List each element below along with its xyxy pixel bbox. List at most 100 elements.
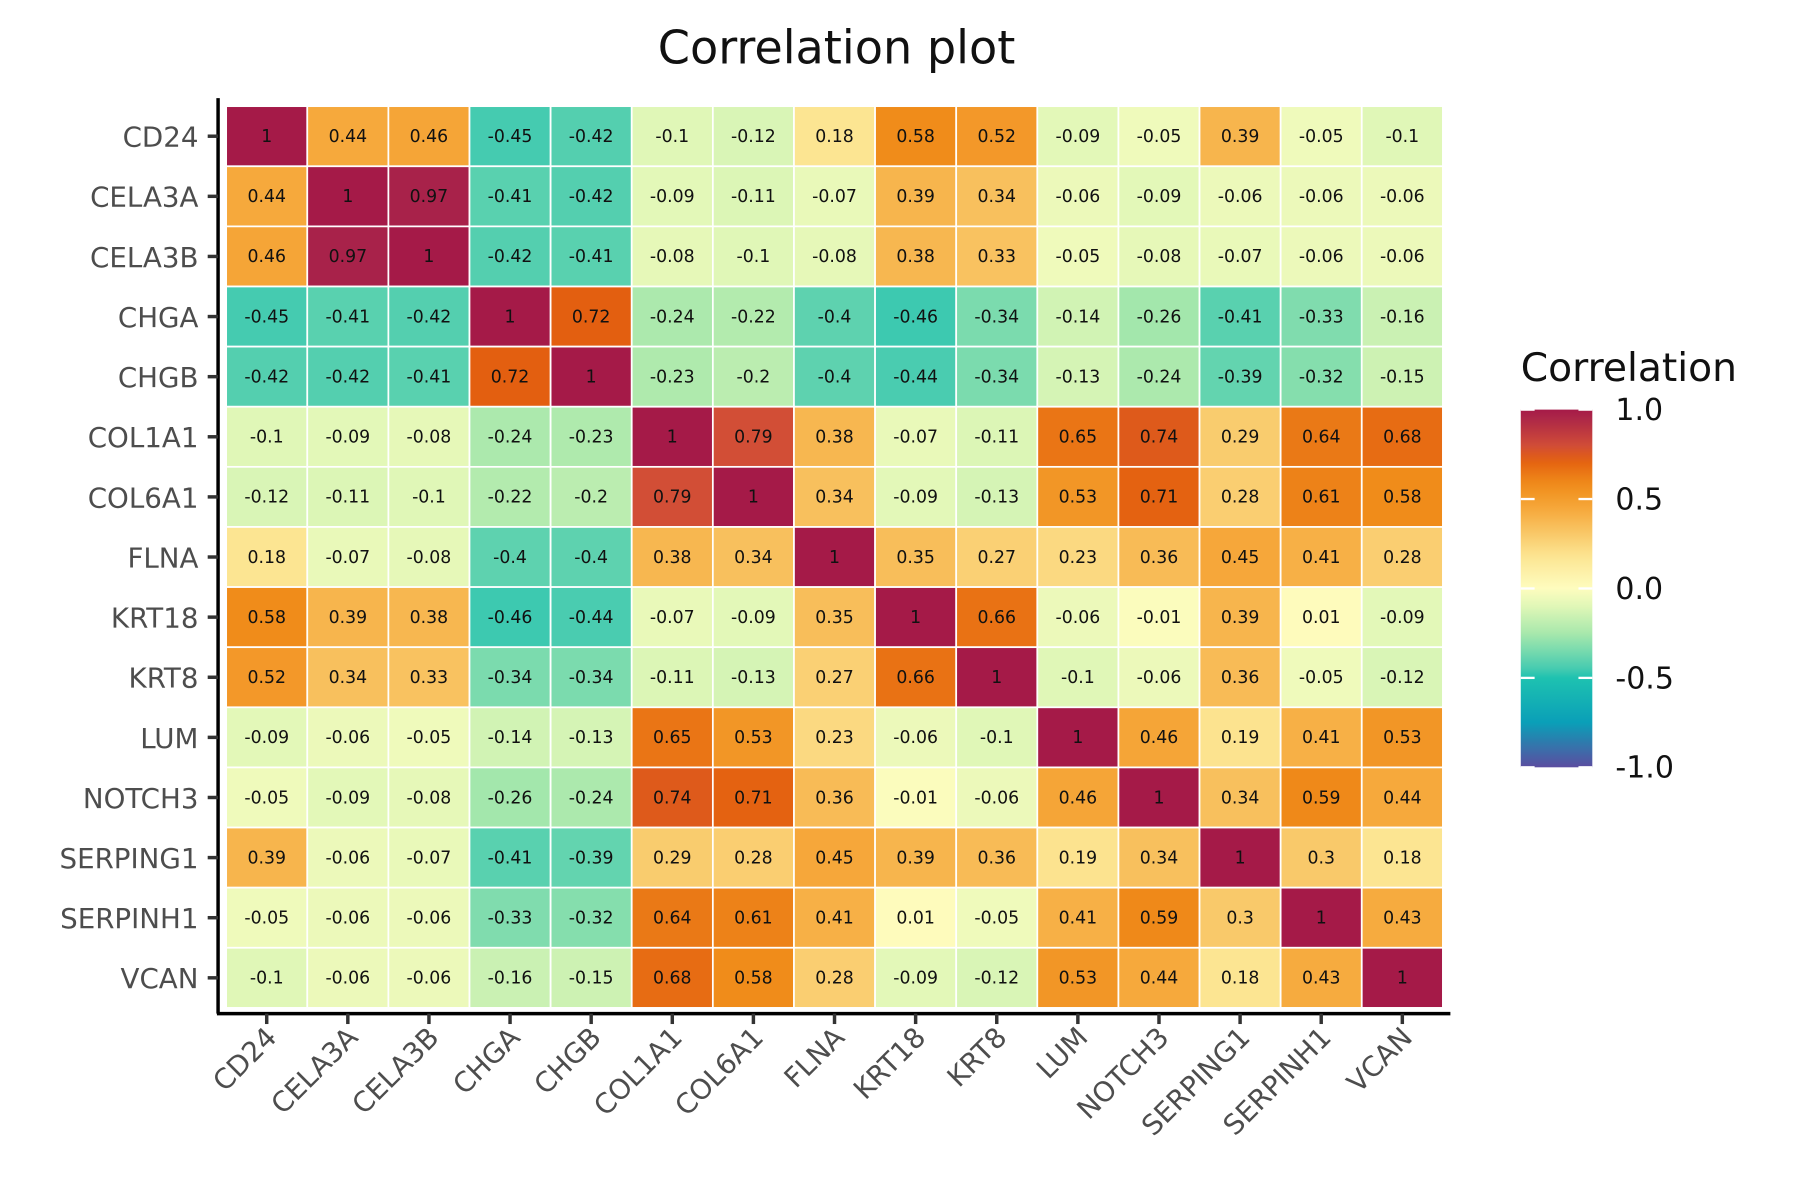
cell-rect (1117, 105, 1201, 168)
cell-label: -0.07 (325, 548, 370, 568)
cell-label: 0.52 (977, 127, 1016, 147)
heatmap-cell: -0.09 (1036, 105, 1120, 168)
cell-label: -0.45 (488, 127, 533, 147)
heatmap-cell: -0.14 (1036, 285, 1120, 348)
cell-label: -0.09 (1137, 187, 1182, 207)
cell-rect (1198, 405, 1282, 468)
colorbar-tick-label: 0.0 (1615, 572, 1663, 607)
heatmap-cell: 0.43 (1360, 886, 1444, 949)
heatmap-cell: 0.34 (711, 526, 795, 588)
cell-label: -0.09 (650, 187, 695, 207)
heatmap-cell: -0.42 (387, 285, 471, 348)
cell-label: 0.46 (410, 127, 449, 147)
cell-label: -0.41 (569, 247, 614, 267)
heatmap-cell: -0.41 (549, 225, 633, 288)
heatmap-cell: -0.06 (306, 826, 390, 889)
heatmap-cell: 0.53 (711, 706, 795, 769)
cell-rect (711, 706, 795, 769)
heatmap-cell: 0.71 (1117, 465, 1201, 528)
cell-label: -0.41 (488, 187, 533, 207)
cell-rect (874, 826, 958, 889)
cell-rect (955, 225, 1039, 288)
heatmap-cell: -0.06 (306, 706, 390, 769)
cell-rect (306, 285, 390, 348)
cell-label: 0.35 (896, 548, 935, 568)
heatmap-cell: -0.46 (874, 285, 958, 348)
heatmap-cell: -0.06 (874, 706, 958, 769)
heatmap-cell: 0.53 (1036, 946, 1120, 1009)
cell-rect (1279, 646, 1363, 709)
cell-label: 0.38 (896, 247, 935, 267)
heatmap-cell: 1 (955, 646, 1039, 709)
heatmap-cell: 0.64 (630, 886, 714, 949)
cell-label: 0.39 (1221, 608, 1260, 628)
heatmap-cell: -0.34 (955, 285, 1039, 348)
heatmap-cell: -0.12 (1360, 646, 1444, 709)
cell-rect (630, 946, 714, 1009)
cell-label: -0.39 (569, 848, 614, 868)
cell-rect (225, 465, 309, 528)
heatmap-cell: -0.14 (468, 706, 552, 769)
cell-label: -0.11 (325, 488, 370, 508)
cell-label: 0.44 (329, 127, 368, 147)
cell-label: -0.41 (488, 848, 533, 868)
heatmap-cell: 0.39 (1198, 105, 1282, 168)
cell-rect (1279, 345, 1363, 408)
cell-rect (793, 826, 876, 889)
cell-rect (955, 345, 1039, 408)
cell-label: 0.43 (1383, 908, 1422, 928)
cell-label: -0.1 (980, 728, 1014, 748)
heatmap-cell: 0.34 (793, 465, 876, 528)
cell-rect (306, 586, 390, 649)
heatmap-cell: 0.58 (1360, 465, 1444, 528)
heatmap-cell: 0.28 (793, 946, 876, 1009)
cell-label: 0.27 (815, 668, 854, 688)
y-tick-label: CHGB (118, 361, 199, 394)
cell-rect (1117, 465, 1201, 528)
heatmap-cell: 0.59 (1279, 766, 1363, 829)
cell-label: -0.06 (1055, 608, 1100, 628)
heatmap-cell: -0.09 (1360, 586, 1444, 649)
cell-rect (630, 706, 714, 769)
heatmap-cell: 0.41 (793, 886, 876, 949)
cell-rect (1279, 826, 1363, 889)
heatmap-cell: -0.41 (387, 345, 471, 408)
heatmap-cell: 0.18 (1198, 946, 1282, 1009)
cell-rect (549, 465, 633, 528)
heatmap-cell: 0.18 (793, 105, 876, 168)
cell-rect (793, 766, 876, 829)
heatmap-cell: 0.52 (955, 105, 1039, 168)
cell-label: 0.65 (653, 728, 692, 748)
cell-label: -0.06 (325, 728, 370, 748)
heatmap-cell: 0.58 (711, 946, 795, 1009)
heatmap-cell: -0.05 (1117, 105, 1201, 168)
cell-label: 0.36 (815, 788, 854, 808)
cell-rect (1198, 526, 1282, 588)
heatmap-cell: 0.72 (549, 285, 633, 348)
heatmap-cell: 0.79 (711, 405, 795, 468)
cell-rect (711, 946, 795, 1009)
heatmap-cell: -0.41 (468, 826, 552, 889)
cell-label: 0.41 (1302, 548, 1341, 568)
heatmap-cell: -0.07 (306, 526, 390, 588)
cell-label: 0.46 (247, 247, 286, 267)
cell-label: 0.52 (247, 668, 286, 688)
cell-rect (1360, 225, 1444, 288)
x-tick-label: CD24 (206, 1021, 283, 1098)
heatmap-cell: -0.32 (549, 886, 633, 949)
heatmap-cell: 0.23 (793, 706, 876, 769)
cell-label: 0.58 (896, 127, 935, 147)
cell-label: 0.97 (329, 247, 368, 267)
cell-label: 0.28 (734, 848, 773, 868)
cell-label: -0.06 (325, 848, 370, 868)
heatmap-cell: -0.4 (793, 285, 876, 348)
cell-rect (468, 285, 552, 348)
cell-label: 0.53 (1059, 488, 1098, 508)
cell-rect (1279, 586, 1363, 649)
heatmap-cell: 0.23 (1036, 526, 1120, 588)
heatmap-cell: -0.34 (549, 646, 633, 709)
heatmap-cell: 0.44 (225, 165, 309, 228)
cell-rect (387, 405, 471, 468)
cell-rect (711, 526, 795, 588)
heatmap-cell: 0.44 (306, 105, 390, 168)
